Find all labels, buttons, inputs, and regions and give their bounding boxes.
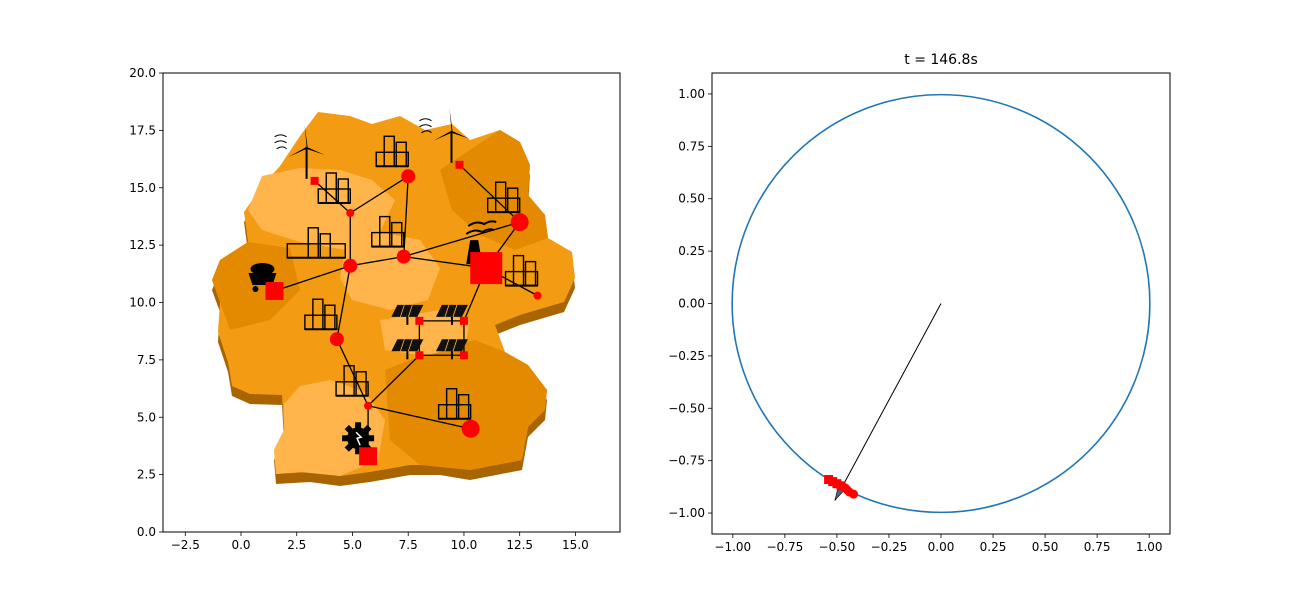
grid-node (415, 351, 424, 360)
x-tick-label: −1.00 (714, 540, 751, 554)
y-tick-label: 0.00 (678, 297, 705, 311)
solar-panel-icon (435, 339, 468, 360)
map-region-west (212, 242, 300, 330)
city-icon (486, 181, 521, 214)
grid-node (455, 160, 464, 169)
y-tick-label: −0.50 (668, 401, 705, 415)
phase-plot-panel: t = 146.8s −1.00 −0.75 −0.50 −0.25 0.00 0.25 0… (668, 52, 1171, 554)
y-tick-label: 0.25 (678, 244, 705, 258)
grid-node (401, 169, 416, 184)
y-tick-label: 0.0 (137, 525, 156, 539)
city-icon (304, 298, 338, 331)
y-axis: 0.0 2.5 5.0 7.5 10.0 12.5 15.0 17.5 20.0 (129, 66, 163, 539)
y-tick-label: 17.5 (129, 123, 156, 137)
grid-nodes (265, 160, 542, 466)
wind-turbine-icon (419, 108, 470, 163)
x-tick-label: −0.25 (871, 540, 908, 554)
solar-panel-icon (391, 304, 424, 325)
city-icon (504, 254, 539, 287)
grid-node (346, 208, 355, 217)
grid-node (265, 282, 284, 301)
x-tick-label: −0.75 (766, 540, 803, 554)
city-skyline-icon (286, 227, 346, 259)
x-tick-label: 7.5 (399, 538, 418, 552)
grid-edge (349, 175, 409, 214)
grid-node (329, 332, 344, 347)
y-tick-label: 7.5 (137, 353, 156, 367)
grid-map-panel: −2.5 0.0 2.5 5.0 7.5 10.0 12.5 15.0 0.0 2.5 5.0 7.… (129, 66, 621, 552)
x-tick-label: 0.75 (1084, 540, 1111, 554)
grid-edge (403, 176, 409, 257)
grid-node (396, 249, 411, 264)
y-tick-label: 10.0 (129, 296, 156, 310)
city-icon (371, 215, 405, 248)
grid-edge (367, 405, 471, 430)
y-tick-label: 12.5 (129, 238, 156, 252)
city-icon (437, 388, 472, 420)
y-tick-label: −0.25 (668, 349, 705, 363)
grid-edge (314, 180, 351, 214)
grid-edge (336, 265, 351, 340)
grid-node (470, 252, 503, 285)
y-tick-label: 15.0 (129, 181, 156, 195)
grid-node (533, 291, 542, 300)
y-tick-label: 0.50 (678, 192, 705, 206)
phasor-arrow (834, 303, 942, 501)
y-tick-label: −1.00 (668, 506, 705, 520)
grid-node (359, 447, 378, 466)
x-tick-label: 15.0 (562, 538, 589, 552)
x-axis: −1.00 −0.75 −0.50 −0.25 0.00 0.25 0.50 0.75 1.00 (714, 534, 1163, 554)
phase-point (849, 489, 859, 499)
x-tick-label: 10.0 (451, 538, 478, 552)
y-tick-label: 20.0 (129, 66, 156, 80)
x-tick-label: 0.0 (231, 538, 250, 552)
x-tick-label: 0.25 (980, 540, 1007, 554)
city-icon (335, 365, 369, 397)
y-tick-label: 1.00 (678, 87, 705, 101)
phase-points (824, 475, 859, 499)
grid-node (459, 351, 468, 360)
grid-node (343, 258, 358, 273)
y-tick-label: −0.75 (668, 454, 705, 468)
x-tick-label: 0.00 (928, 540, 955, 554)
grid-edge (350, 255, 404, 267)
y-axis: −1.00 −0.75 −0.50 −0.25 0.00 0.25 0.50 0.75 1.00 (668, 87, 712, 520)
x-tick-label: 1.00 (1136, 540, 1163, 554)
grid-edge (403, 221, 520, 258)
grid-node (459, 316, 468, 325)
grid-node (415, 316, 424, 325)
grid-node (461, 419, 480, 438)
map-region-northwest (248, 168, 395, 250)
city-icon (317, 172, 351, 204)
phase-point (836, 481, 846, 491)
city-icon (375, 135, 409, 168)
x-tick-label: 0.50 (1032, 540, 1059, 554)
grid-node (364, 401, 373, 410)
solar-panel-icon (435, 304, 468, 325)
y-tick-label: 2.5 (137, 468, 156, 482)
x-tick-label: 5.0 (343, 538, 362, 552)
grid-edge (367, 354, 420, 407)
solar-panel-icon (391, 339, 424, 360)
x-tick-label: −2.5 (171, 538, 200, 552)
grid-node (310, 176, 319, 185)
grid-node (510, 213, 529, 232)
grid-edge (336, 338, 369, 407)
x-axis: −2.5 0.0 2.5 5.0 7.5 10.0 12.5 15.0 (171, 532, 589, 552)
x-tick-label: −0.50 (819, 540, 856, 554)
chart-title: t = 146.8s (904, 52, 978, 68)
y-tick-label: 0.75 (678, 139, 705, 153)
y-tick-label: 5.0 (137, 410, 156, 424)
wind-turbine-icon (274, 124, 325, 179)
map-region-central (340, 232, 440, 310)
x-tick-label: 2.5 (287, 538, 306, 552)
unit-circle (731, 93, 1151, 514)
x-tick-label: 12.5 (506, 538, 533, 552)
grid-edge (274, 265, 351, 292)
